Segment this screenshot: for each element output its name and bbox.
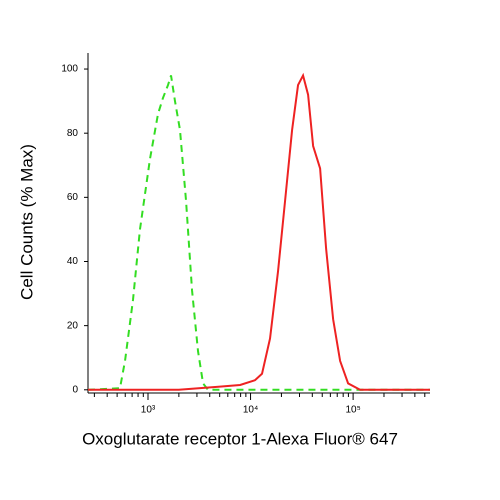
- y-tick-label: 40: [67, 256, 79, 267]
- x-tick-label: 10³: [141, 405, 156, 416]
- y-tick-label: 100: [61, 64, 78, 75]
- y-tick-label: 20: [67, 320, 79, 331]
- y-axis-title: Cell Counts (% Max): [17, 144, 36, 300]
- series-line: [87, 75, 430, 391]
- x-axis-title: Oxoglutarate receptor 1-Alexa Fluor® 647: [82, 429, 398, 448]
- y-tick-label: 0: [72, 384, 78, 395]
- x-tick-label: 10⁵: [345, 405, 360, 416]
- series-line: [88, 72, 430, 391]
- y-tick-label: 60: [67, 192, 79, 203]
- x-tick-label: 10⁴: [243, 405, 258, 416]
- y-tick-label: 80: [67, 128, 79, 139]
